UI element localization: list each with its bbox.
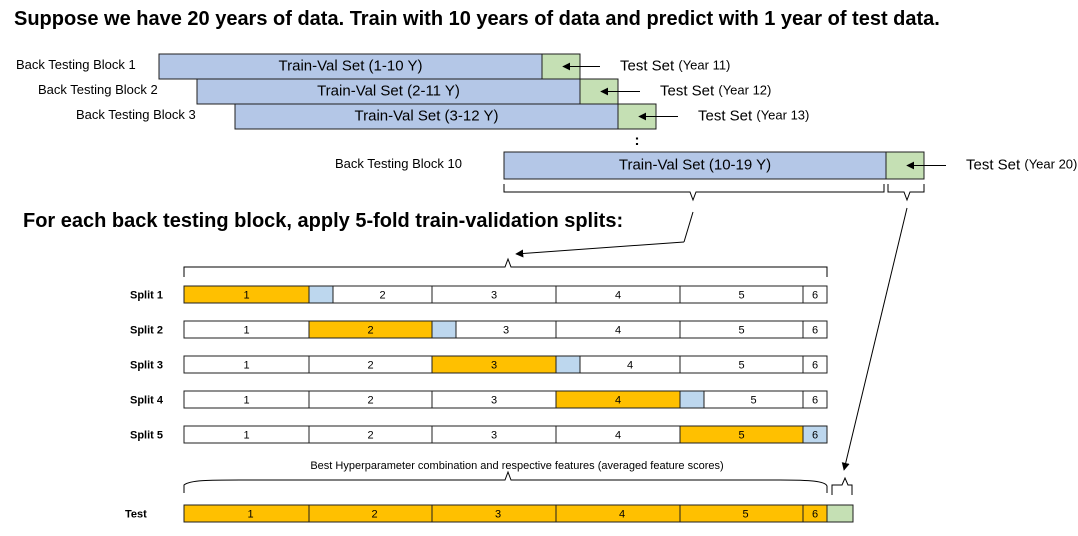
fold-label: 5 <box>738 429 744 441</box>
split-label: Split 3 <box>130 359 163 371</box>
ellipsis-dots: : <box>635 132 640 149</box>
fold-label: 1 <box>243 324 249 336</box>
train-val-set-label: Train-Val Set (3-12 Y) <box>355 107 499 124</box>
fold-label: 6 <box>812 324 818 336</box>
fold-label: 6 <box>812 359 818 371</box>
back-testing-block-label: Back Testing Block 3 <box>76 107 196 122</box>
train-val-set-label: Train-Val Set (10-19 Y) <box>619 156 771 173</box>
test-set-label: Test Set (Year 11) <box>620 57 730 74</box>
validation-fold <box>431 320 457 339</box>
validation-fold <box>802 425 828 444</box>
test-year-label: (Year 13) <box>756 108 809 123</box>
to-cv-arrow <box>515 241 685 258</box>
split-label: Split 2 <box>130 324 163 336</box>
fold-label: 3 <box>491 429 497 441</box>
fold-label: 1 <box>247 508 253 520</box>
fold-label: 6 <box>812 394 818 406</box>
fold-cell <box>802 320 828 339</box>
fold-label: 4 <box>619 508 625 520</box>
validation-fold <box>555 355 581 374</box>
fold-label: 5 <box>742 508 748 520</box>
cv-subtitle: For each back testing block, apply 5-fol… <box>23 210 624 232</box>
fold-label: 5 <box>738 324 744 336</box>
to-cv-connector <box>683 211 694 243</box>
fold-label: 3 <box>495 508 501 520</box>
fold-cell <box>802 285 828 304</box>
fold-label: 1 <box>243 359 249 371</box>
train-val-set-label: Train-Val Set (2-11 Y) <box>317 82 460 99</box>
train-val-set <box>158 53 543 80</box>
back-testing-block-label: Back Testing Block 1 <box>16 57 136 72</box>
back-testing-block-label: Back Testing Block 10 <box>335 156 462 171</box>
split-label: Split 5 <box>130 429 163 441</box>
fold-label: 3 <box>491 394 497 406</box>
split-label: Split 1 <box>130 289 163 301</box>
to-final-test-arrow <box>841 207 908 471</box>
fold-label: 1 <box>243 429 249 441</box>
train-val-set-label: Train-Val Set (1-10 Y) <box>279 57 423 74</box>
fold-label: 2 <box>367 324 373 336</box>
fold-label: 4 <box>615 429 621 441</box>
summary-brace <box>183 470 828 493</box>
fold-label: 2 <box>379 289 385 301</box>
test-set-label: Test Set (Year 13) <box>698 107 809 124</box>
fold-label: 2 <box>367 394 373 406</box>
final-test-cell <box>826 504 854 523</box>
test-set-label: Test Set (Year 12) <box>660 82 771 99</box>
fold-label: 6 <box>812 508 818 520</box>
fold-cell <box>802 355 828 374</box>
validation-fold <box>679 390 705 409</box>
test-year-label: (Year 20) <box>1024 157 1077 172</box>
split-label: Split 4 <box>130 394 164 406</box>
fold-label: 4 <box>615 324 621 336</box>
test-row-label: Test <box>125 508 147 520</box>
fold-label: 5 <box>738 289 744 301</box>
fold-label: 1 <box>243 394 249 406</box>
test-set-label: Test Set (Year 20) <box>966 156 1077 173</box>
page-title: Suppose we have 20 years of data. Train … <box>14 8 940 30</box>
train-val-set <box>503 151 887 180</box>
fold-label: 5 <box>738 359 744 371</box>
final-test-brace <box>831 476 853 495</box>
fold-label: 2 <box>367 429 373 441</box>
fold-label: 3 <box>491 359 497 371</box>
fold-label: 3 <box>503 324 509 336</box>
cv-brace <box>183 257 828 277</box>
summary-caption: Best Hyperparameter combination and resp… <box>310 460 723 472</box>
test-year-label: (Year 11) <box>678 58 730 73</box>
fold-label: 4 <box>615 289 621 301</box>
fold-label: 2 <box>371 508 377 520</box>
train-val-set <box>234 103 619 130</box>
fold-label: 1 <box>243 289 249 301</box>
test-brace <box>887 184 925 202</box>
fold-label: 6 <box>812 429 818 441</box>
validation-fold <box>308 285 334 304</box>
back-testing-block-label: Back Testing Block 2 <box>38 82 158 97</box>
fold-cell <box>802 390 828 409</box>
fold-label: 5 <box>750 394 756 406</box>
fold-label: 3 <box>491 289 497 301</box>
test-year-label: (Year 12) <box>718 83 771 98</box>
fold-label: 2 <box>367 359 373 371</box>
fold-label: 4 <box>627 359 633 371</box>
fold-label: 4 <box>615 394 621 406</box>
fold-label: 6 <box>812 289 818 301</box>
train-val-brace <box>503 184 885 202</box>
